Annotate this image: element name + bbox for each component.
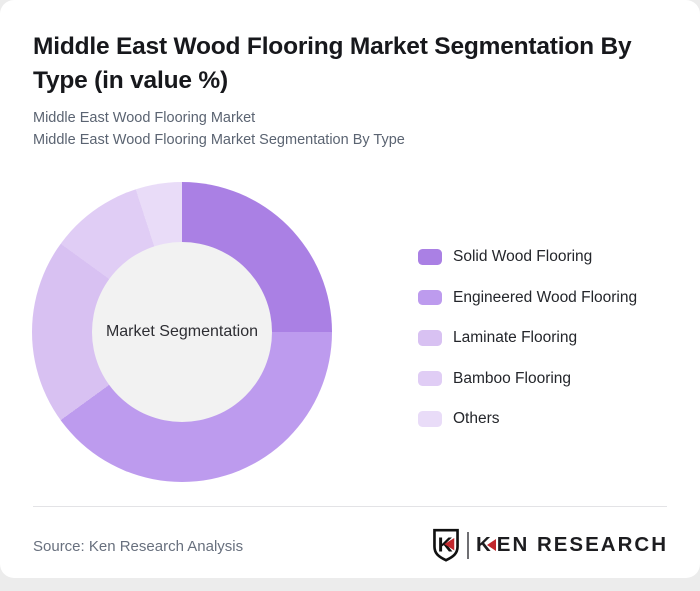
source-note: Source: Ken Research Analysis — [33, 538, 244, 555]
legend-swatch-icon — [418, 289, 442, 306]
subtitle-line-1: Middle East Wood Flooring Market — [33, 110, 256, 126]
wordmark-red-triangle-icon — [486, 539, 496, 551]
page-title: Middle East Wood Flooring Market Segment… — [33, 33, 632, 94]
legend-item[interactable]: Laminate Flooring — [418, 329, 637, 347]
ken-research-shield-icon: K — [433, 528, 459, 562]
legend-label: Laminate Flooring — [453, 329, 578, 346]
ken-research-logo: K K EN RESEARCH — [432, 526, 668, 564]
ken-research-wordmark: K EN RESEARCH — [476, 533, 668, 557]
legend-item[interactable]: Solid Wood Flooring — [418, 248, 637, 266]
legend-label: Bamboo Flooring — [453, 369, 572, 387]
legend-swatch-icon — [418, 411, 442, 427]
logo-divider-bar — [466, 531, 469, 559]
donut-center-label: Market Segmentation — [105, 323, 259, 340]
chart-card: Middle East Wood Flooring Market Segment… — [0, 0, 700, 578]
legend-label: Others — [453, 410, 500, 427]
legend-swatch-icon — [418, 249, 442, 265]
legend-label: Engineered Wood Flooring — [453, 288, 638, 306]
legend: Solid Wood Flooring Engineered Wood Floor… — [418, 248, 637, 428]
legend-swatch-icon — [418, 330, 442, 346]
legend-item[interactable]: Bamboo Flooring — [418, 370, 637, 388]
donut-chart[interactable]: Market Segmentation — [32, 182, 332, 482]
footer-divider — [33, 506, 667, 507]
wordmark-rest: EN RESEARCH — [496, 533, 668, 556]
legend-swatch-icon — [418, 370, 442, 387]
chart-subtitles: Middle East Wood Flooring Market Middle … — [33, 108, 653, 151]
subtitle-line-2: Middle East Wood Flooring Market Segment… — [33, 131, 405, 148]
legend-item[interactable]: Others — [418, 410, 637, 428]
svg-text:K: K — [438, 534, 453, 557]
legend-item[interactable]: Engineered Wood Flooring — [418, 289, 637, 307]
donut-center: Market Segmentation — [92, 242, 272, 422]
legend-label: Solid Wood Flooring — [453, 248, 593, 265]
